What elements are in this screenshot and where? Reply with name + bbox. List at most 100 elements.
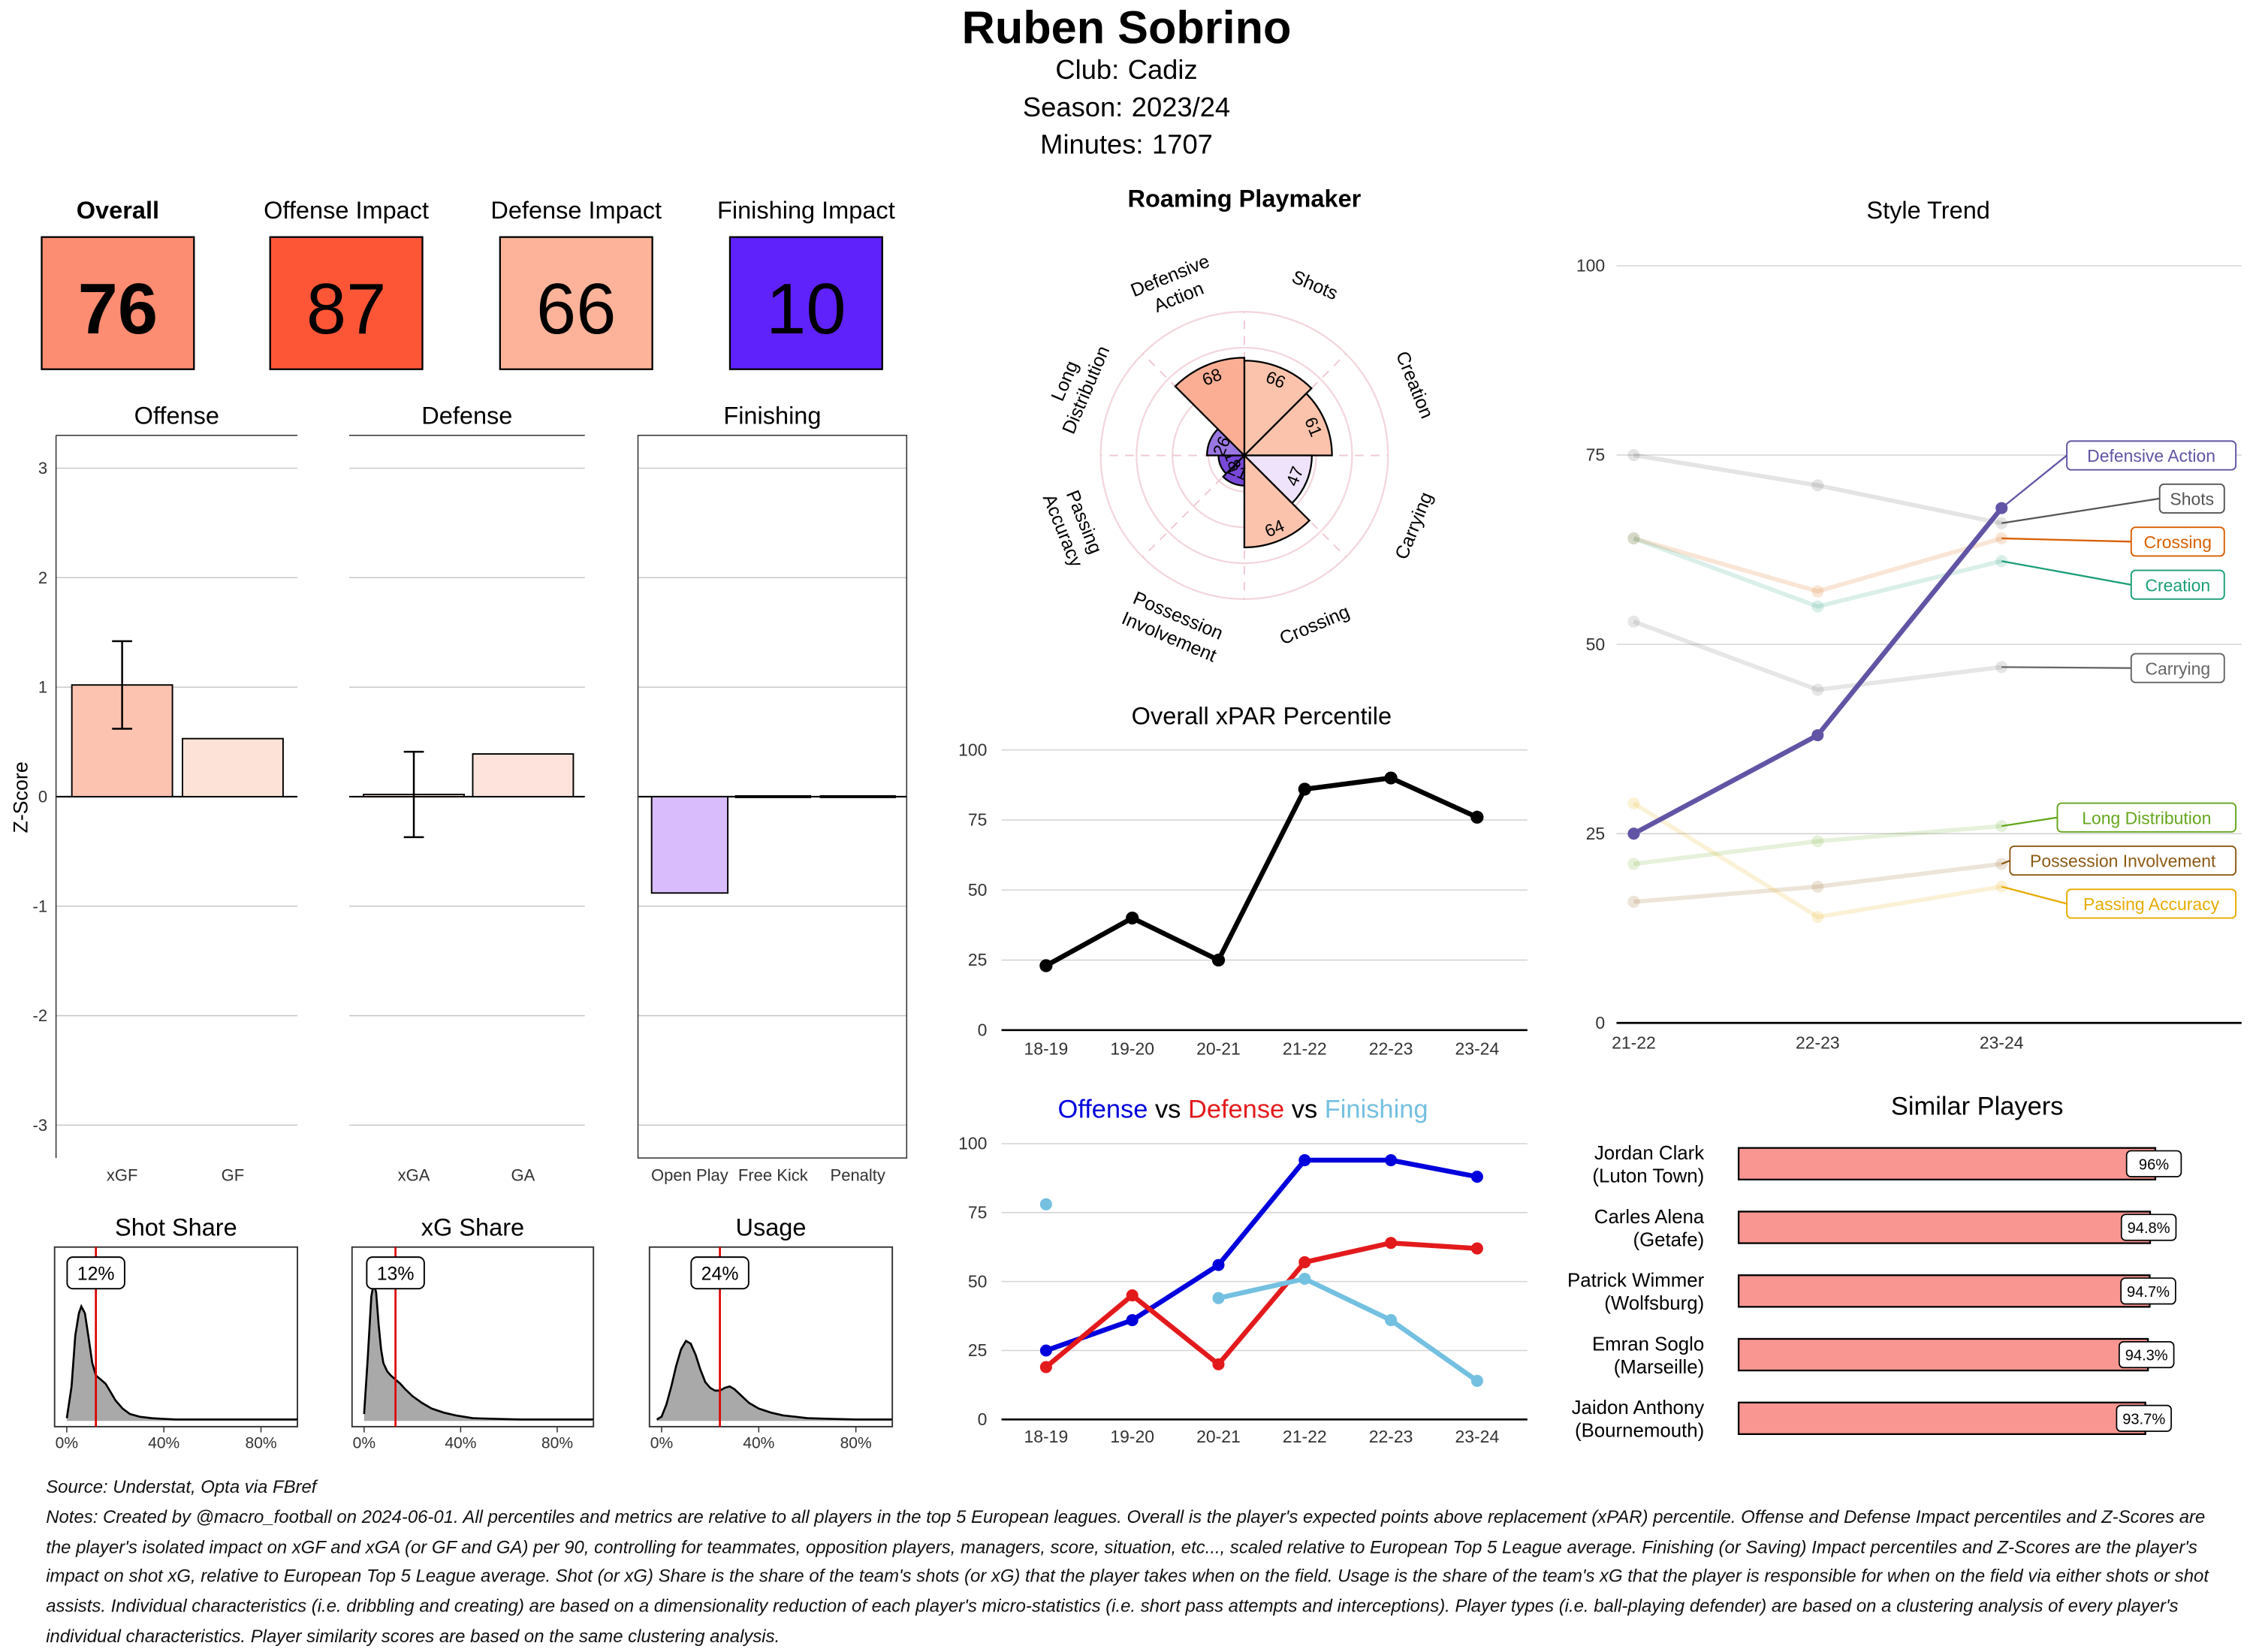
style-point [1627,449,1640,462]
radar-axis-label-line: Crossing [1277,601,1353,649]
player-name-line: Patrick Wimmer [1567,1271,1705,1292]
radar-wedge-Defensive Action [1174,357,1246,458]
similar-value-box [2120,1277,2176,1305]
title-part: Offense [1057,1096,1148,1124]
similar-value-box [2116,1404,2172,1432]
xpar-point [1298,782,1311,796]
style-point [1995,532,2008,544]
similar-value-label: 94.7% [2127,1284,2170,1301]
xpar-point [1126,911,1139,925]
style-label-Passing Accuracy: Passing Accuracy [2083,894,2220,914]
style-line-Long Distribution [1633,824,2002,867]
player-name-line: Carles Alena [1594,1207,1705,1228]
impact-card-value: 10 [766,269,846,349]
similar-value-label: 96% [2139,1156,2169,1173]
offense-point [1298,1153,1311,1167]
y-tick-label: 75 [1586,445,1606,465]
similar-player-name: Emran Soglo (Marseille) [1592,1334,1704,1378]
style-point [1811,835,1824,848]
style-trend-title: Style Trend [1866,197,1989,224]
xg-share-title: xG Share [421,1213,524,1241]
notes-text: Notes: Created by @macro_football on 202… [46,1506,2209,1647]
radar-axis-label: Crossing [1277,601,1353,649]
impact-card-value: 76 [78,269,158,349]
y-tick-label: -1 [33,897,48,915]
xpar-line [1045,775,1479,968]
radar-axis-label: PassingAccuracy [1039,483,1108,571]
density-curve [363,1283,594,1421]
style-label-Possession Involvement: Possession Involvement [2030,852,2216,871]
similar-bar [1737,1147,2157,1180]
impact-card-label: Defense Impact [490,197,662,224]
offense-point [1126,1314,1139,1327]
season-value: 2023/24 [1132,92,1230,122]
y-tick-label: 75 [968,810,988,830]
density-area [363,1283,594,1421]
panel-border [637,434,908,1159]
style-point [1627,858,1640,870]
defense-point [1039,1361,1052,1373]
style-point [1627,797,1640,809]
y-tick-label: 0 [978,1409,988,1429]
player-club-line: (Getafe) [1633,1229,1704,1250]
finishing-panel: Finishing Open Play Free Kick Penalty [637,402,908,1185]
minutes-label: Minutes: [1040,129,1143,160]
radar-axis-label: Shots [1289,267,1341,305]
impact-card-box [728,236,883,370]
x-tick-label: 80% [541,1435,573,1452]
x-tick-label: 23-24 [1980,1033,2024,1053]
player-name-line: Emran Soglo [1592,1334,1704,1355]
x-tick-label: 80% [840,1435,872,1452]
x-tick-label: 0% [56,1435,78,1452]
y-tick-label: 2 [38,568,47,587]
similar-bar [1737,1337,2149,1372]
finishing-title: Finishing [723,402,821,429]
similar-player-name: Jordan Clark (Luton Town) [1592,1143,1704,1187]
similar-bar [1737,1401,2146,1436]
impact-card-label: Finishing Impact [717,197,895,224]
title-part: Finishing [1325,1096,1428,1124]
offense-point [1385,1153,1398,1167]
bar-Open Play [650,795,729,894]
y-tick-label: 25 [968,950,988,969]
style-label-leader [2001,454,2068,509]
style-label-box [2130,653,2225,683]
y-tick-label: 100 [958,1134,987,1153]
player-club-line: (Wolfsburg) [1604,1293,1704,1314]
offense-point [1039,1344,1052,1357]
radar-axis-label-line: Shots [1289,267,1341,305]
style-label-box [2009,845,2237,876]
usage-panel: Usage 24% 0% 40% 80% [648,1213,894,1452]
style-label-Creation: Creation [2145,575,2210,595]
style-trend-chart: Style Trend 0 25 50 75 100 21-22 22-23 23-24 Defe… [1576,197,2242,1053]
y-tick-label: 25 [1586,824,1606,843]
defense-point [1470,1242,1483,1255]
density-curve [65,1304,298,1421]
player-value-label: 12% [77,1264,115,1285]
xg-share-panel: xG Share 13% 0% 40% 80% [351,1213,595,1452]
style-label-leader [2001,885,2068,905]
club-line: Club: Cadiz [1055,54,1197,85]
impact-card-box [269,236,424,370]
y-tick-label: 100 [1576,256,1605,276]
y-tick-label: 75 [968,1202,988,1222]
similar-value-label: 93.7% [2122,1411,2165,1427]
bar-GA [472,753,575,797]
density-area [656,1340,893,1421]
y-tick-label: -2 [33,1006,48,1025]
style-point [1811,585,1824,598]
player-value-label: 24% [701,1264,739,1285]
minutes-value: 1707 [1152,129,1213,160]
similar-bar [1737,1210,2152,1244]
y-tick-label: 100 [958,740,987,759]
finishing-point [1385,1314,1398,1327]
defense-point [1126,1289,1139,1302]
radar-wedge-Carrying [1242,454,1313,505]
similar-value-box [2120,1213,2177,1241]
x-tick-label: 21-22 [1283,1039,1327,1058]
similar-player-name: Carles Alena (Getafe) [1594,1207,1705,1251]
style-line-Crossing [1633,536,2003,594]
x-tick-label: 23-24 [1455,1039,1500,1058]
player-value-label: 13% [377,1264,415,1285]
